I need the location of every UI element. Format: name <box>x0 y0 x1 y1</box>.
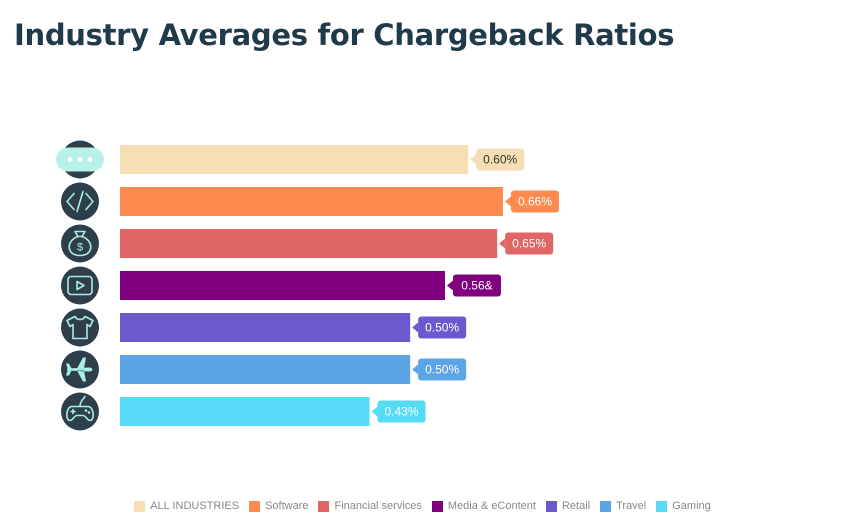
bar-gaming <box>120 397 370 426</box>
data-label-financial-services: 0.65% <box>499 232 554 255</box>
svg-text:0.50%: 0.50% <box>425 363 459 377</box>
legend-item-media-econtent[interactable]: Media & eContent <box>431 497 536 515</box>
legend-label: Gaming <box>672 500 711 512</box>
legend-swatch <box>600 500 612 512</box>
legend-swatch <box>656 500 668 512</box>
bar-media-econtent <box>120 271 445 300</box>
legend-label: Software <box>265 500 309 512</box>
legend-item-all-industries[interactable]: ALL INDUSTRIES <box>134 497 239 515</box>
chart-title: Industry Averages for Chargeback Ratios <box>14 18 675 52</box>
data-label-gaming: 0.43% <box>371 400 426 423</box>
svg-text:$: $ <box>77 242 83 254</box>
legend-label: ALL INDUSTRIES <box>150 500 240 512</box>
data-label-retail: 0.50% <box>412 316 467 339</box>
legend-item-gaming[interactable]: Gaming <box>656 497 711 515</box>
legend-label: Financial services <box>334 500 422 512</box>
tshirt-icon <box>61 308 99 347</box>
legend-swatch <box>318 500 330 512</box>
bar-chart: 0.60% 0.66% $ 0.65% 0.56&0.50% 0.50% 0.43% <box>56 140 559 431</box>
code-icon <box>61 182 99 221</box>
legend-item-retail[interactable]: Retail <box>545 497 591 515</box>
bar-retail <box>120 313 411 342</box>
chat-bubble-icon <box>56 140 104 179</box>
legend-swatch <box>545 500 557 512</box>
money-bag-icon: $ <box>61 224 99 263</box>
svg-text:0.50%: 0.50% <box>425 321 459 335</box>
bar-financial-services <box>120 229 498 258</box>
data-label-all-industries: 0.60% <box>470 148 525 171</box>
bar-travel <box>120 355 411 384</box>
data-label-media-econtent: 0.56& <box>446 274 501 297</box>
data-label-software: 0.66% <box>505 190 559 213</box>
bar-all-industries <box>120 145 469 174</box>
svg-text:0.60%: 0.60% <box>483 153 517 167</box>
legend-item-travel[interactable]: Travel <box>600 497 646 515</box>
video-play-icon <box>61 266 99 305</box>
gamepad-icon <box>61 392 99 431</box>
bar-software <box>120 187 503 216</box>
legend-label: Travel <box>616 500 647 512</box>
legend-item-software[interactable]: Software <box>249 497 308 515</box>
chart-legend: ALL INDUSTRIES Software Financial services… <box>0 497 845 515</box>
svg-text:0.66%: 0.66% <box>518 195 552 209</box>
data-label-travel: 0.50% <box>412 358 467 381</box>
svg-text:0.65%: 0.65% <box>512 237 546 251</box>
airplane-icon <box>61 350 99 389</box>
legend-label: Media & eContent <box>447 500 536 512</box>
svg-text:0.56&: 0.56& <box>461 279 492 293</box>
legend-swatch <box>431 500 443 512</box>
legend-label: Retail <box>561 500 591 512</box>
legend-swatch <box>134 500 146 512</box>
legend-item-financial-services[interactable]: Financial services <box>318 497 422 515</box>
legend-swatch <box>249 500 261 512</box>
svg-text:0.43%: 0.43% <box>385 405 419 419</box>
